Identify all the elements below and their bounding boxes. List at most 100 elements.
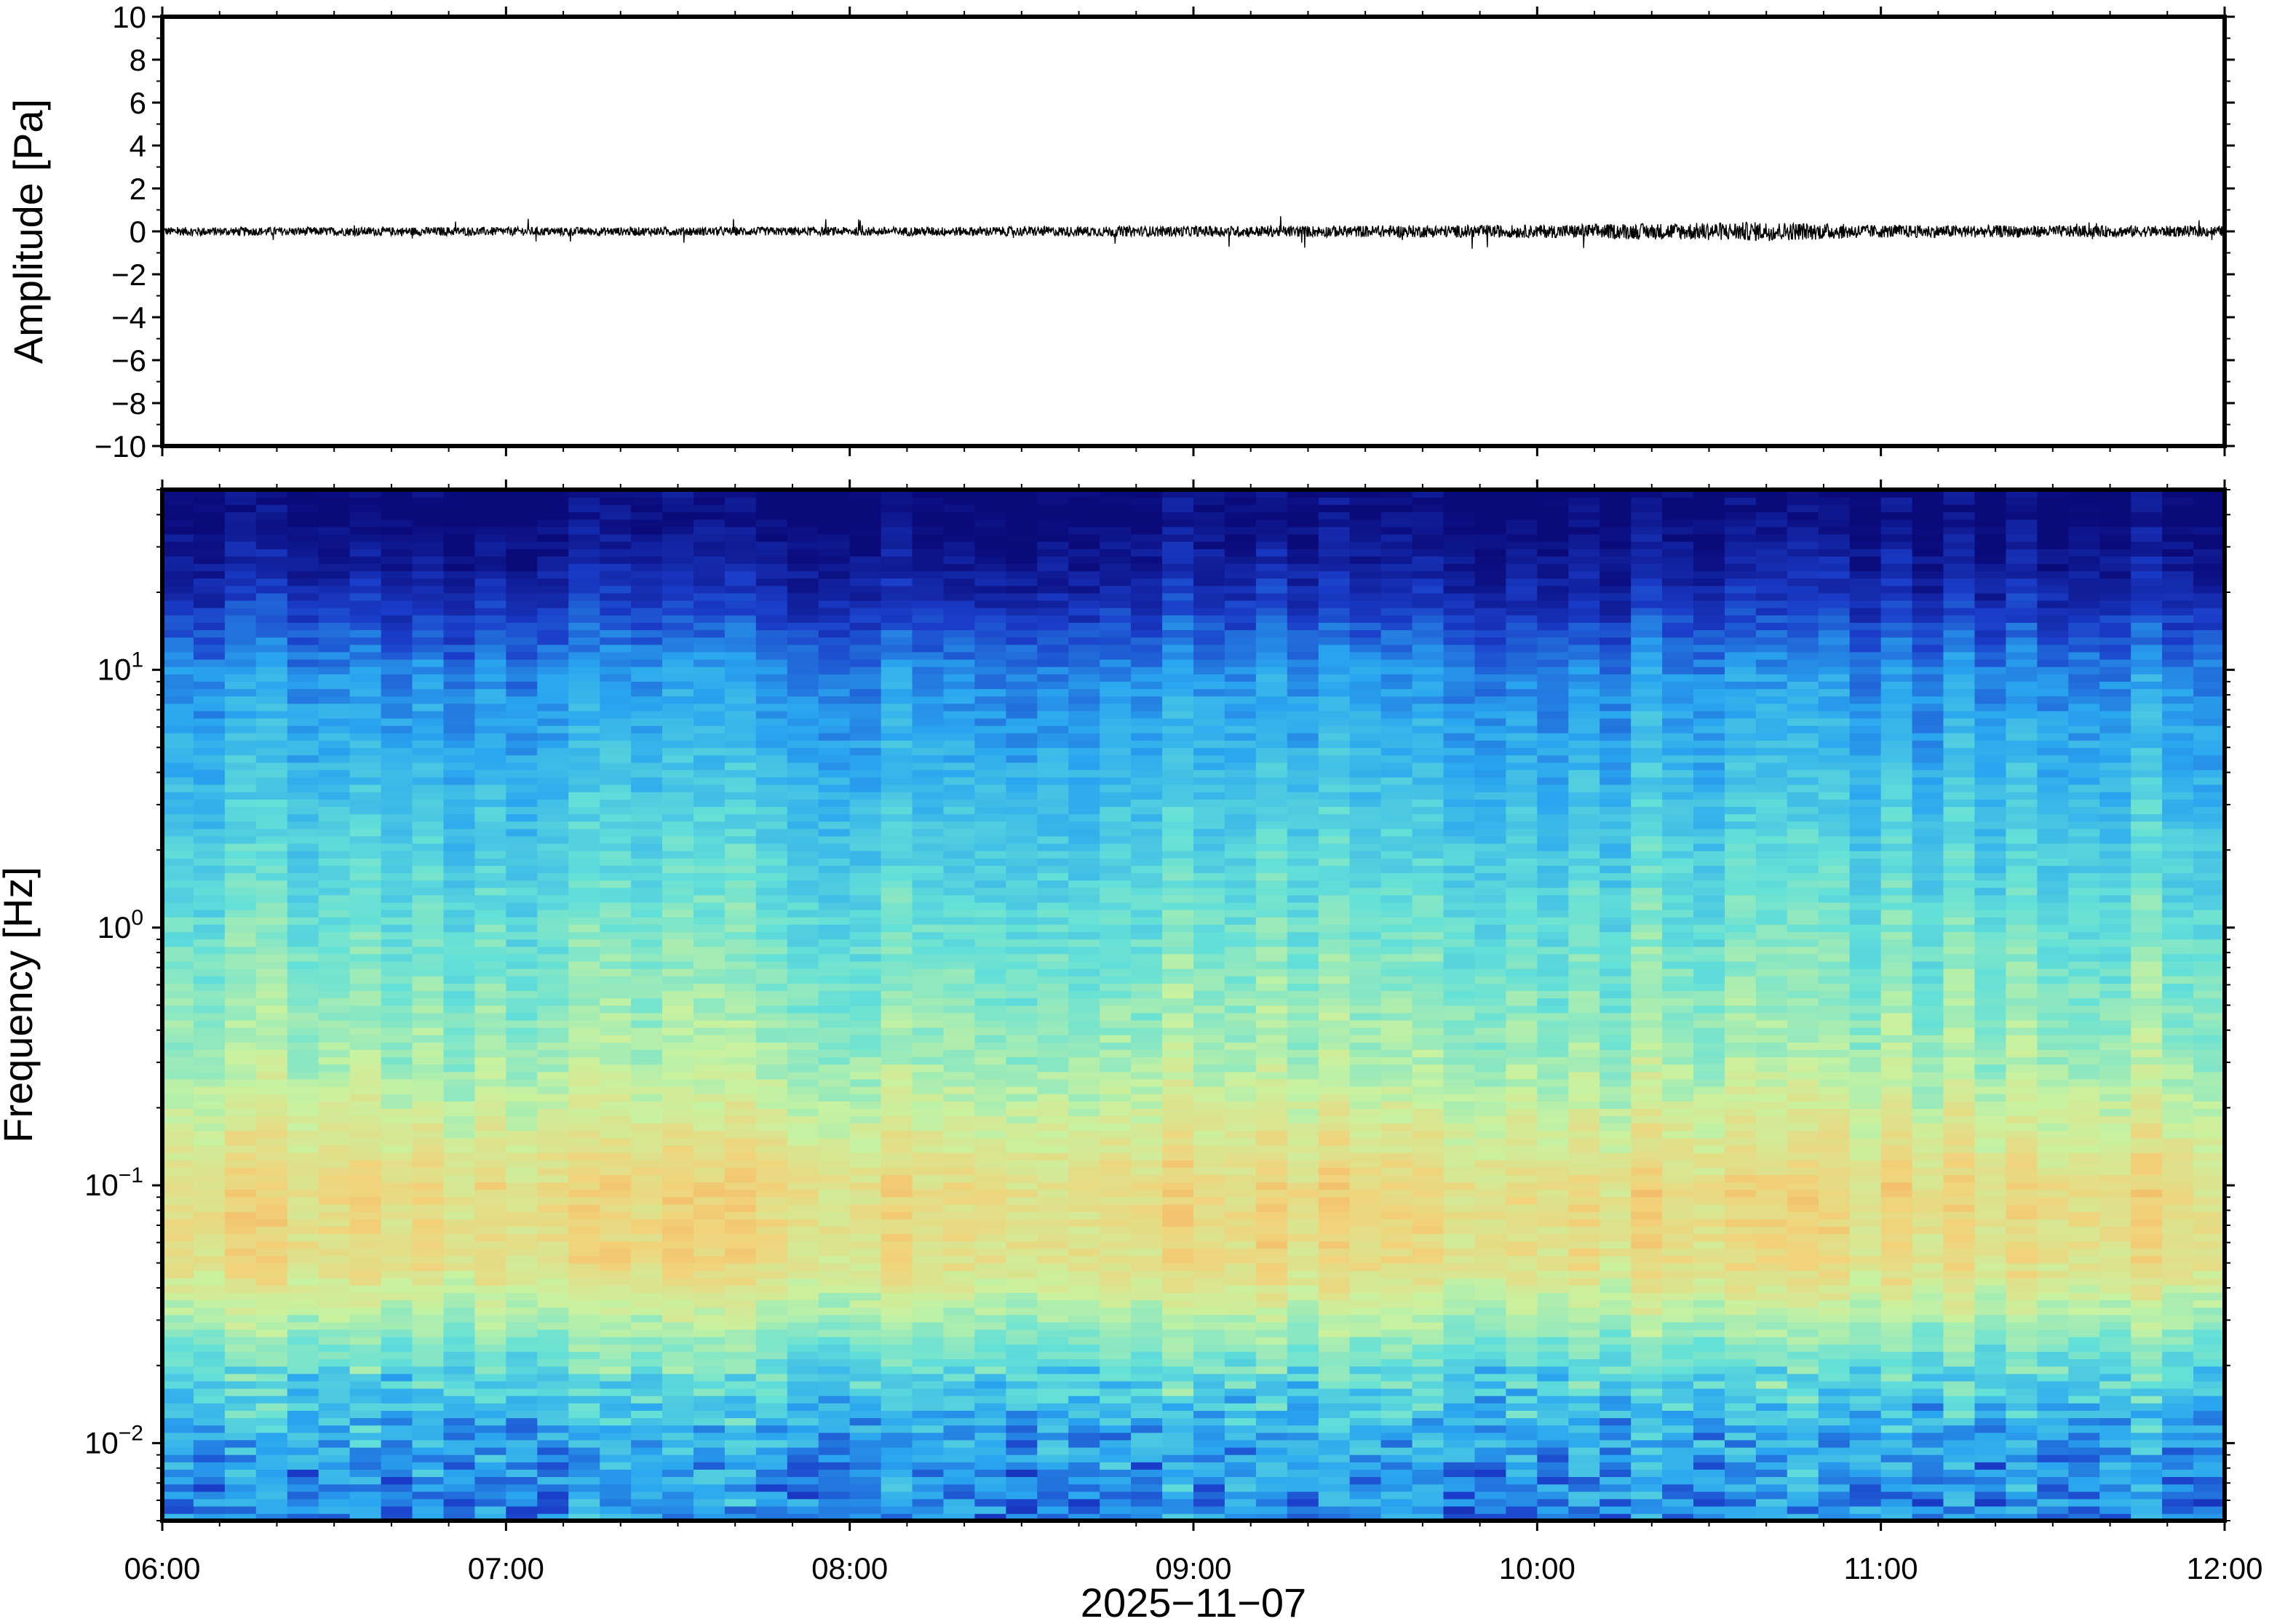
spectrogram-cell [881,1337,913,1345]
spectrogram-cell [724,821,757,829]
spectrogram-cell [255,843,288,851]
spectrogram-cell [506,585,538,594]
spectrogram-cell [287,1086,319,1094]
spectrogram-cell [974,1005,1007,1014]
spectrogram-cell [162,556,194,564]
spectrogram-cell [443,1321,476,1330]
spectrogram-cell [162,1262,194,1271]
spectrogram-cell [287,1226,319,1234]
spectrogram-cell [1068,880,1100,888]
spectrogram-cell [787,1388,819,1396]
spectrogram-cell [255,1035,288,1043]
spectrogram-cell [193,607,226,616]
spectrogram-cell [694,1078,726,1087]
spectrogram-cell [849,592,882,601]
spectrogram-cell [381,887,413,896]
spectrogram-cell [724,1219,757,1227]
spectrogram-cell [943,740,976,748]
spectrogram-cell [412,843,445,851]
spectrogram-cell [1006,939,1038,947]
spectrogram-cell [1037,592,1069,601]
spectrogram-cell [412,1123,445,1131]
spectrogram-cell [1100,1329,1132,1337]
spectrogram-cell [974,651,1007,660]
spectrogram-cell [1193,1145,1225,1153]
spectrogram-cell [943,1491,976,1500]
spectrogram-cell [1131,549,1163,557]
spectrogram-cell [474,1130,507,1139]
spectrogram-cell [818,1432,851,1441]
spectrogram-cell [474,828,507,837]
spectrogram-cell [1037,976,1069,984]
spectrogram-cell [724,651,757,660]
spectrogram-cell [818,1226,851,1234]
spectrogram-cell [1162,1189,1194,1198]
spectrogram-cell [694,592,726,601]
spectrogram-cell [881,681,913,690]
spectrogram-cell [1193,1454,1225,1462]
spectrogram-cell [318,960,351,969]
spectrogram-cell [381,1248,413,1257]
spectrogram-cell [818,1498,851,1507]
spectrogram-cell [255,1498,288,1507]
spectrogram-cell [537,696,569,704]
spectrogram-cell [787,1484,819,1492]
spectrogram-cell [818,1233,851,1242]
spectrogram-cell [787,497,819,505]
spectrogram-cell [724,629,757,638]
spectrogram-cell [631,1196,663,1205]
spectrogram-cell [1006,1417,1038,1426]
spectrogram-cell [1006,1454,1038,1462]
spectrogram-cell [1162,1292,1194,1301]
spectrogram-cell [412,872,445,881]
spectrogram-cell [1037,1167,1069,1176]
spectrogram-cell [1224,762,1257,771]
spectrogram-cell [974,806,1007,815]
spectrogram-cell [537,813,569,822]
spectrogram-cell [1193,931,1225,940]
spectrogram-cell [381,696,413,704]
spectrogram-cell [318,703,351,712]
spectrogram-cell [1224,1366,1257,1374]
spectrogram-cell [787,592,819,601]
spectrogram-cell [537,1299,569,1308]
spectrogram-cell [349,1262,382,1271]
spectrogram-cell [537,1182,569,1190]
spectrogram-cell [162,1219,194,1227]
spectrogram-cell [474,585,507,594]
spectrogram-cell [1162,1078,1194,1087]
spectrogram-cell [1193,1366,1225,1374]
spectrogram-cell [662,1292,694,1301]
spectrogram-cell [1193,909,1225,918]
spectrogram-cell [349,615,382,623]
spectrogram-cell [537,1071,569,1080]
spectrogram-cell [255,629,288,638]
spectrogram-cell [662,622,694,631]
spectrogram-cell [224,703,257,712]
spectrogram-cell [912,828,945,837]
spectrogram-cell [224,1446,257,1455]
spectrogram-cell [755,887,788,896]
spectrogram-cell [600,1505,632,1514]
spectrogram-cell [787,512,819,520]
spectrogram-cell [912,681,945,690]
spectrogram-cell [255,1108,288,1117]
waveform-series [162,216,2225,249]
spectrogram-cell [881,1094,913,1102]
spectrogram-cell [1100,1373,1132,1382]
spectrogram-cell [600,1086,632,1094]
spectrogram-cell [787,769,819,778]
spectrogram-cell [724,1233,757,1242]
spectrogram-cell [974,1101,1007,1109]
spectrogram-cell [1068,733,1100,741]
spectrogram-cell [162,1344,194,1352]
spectrogram-cell [506,813,538,822]
spectrogram-cell [568,872,600,881]
spectrogram-cell [943,769,976,778]
spectrogram-cell [974,983,1007,991]
spectrogram-cell [537,1292,569,1301]
spectrogram-cell [1224,953,1257,962]
spectrogram-cell [162,1056,194,1065]
spectrogram-cell [381,946,413,955]
spectrogram-cell [193,490,226,498]
